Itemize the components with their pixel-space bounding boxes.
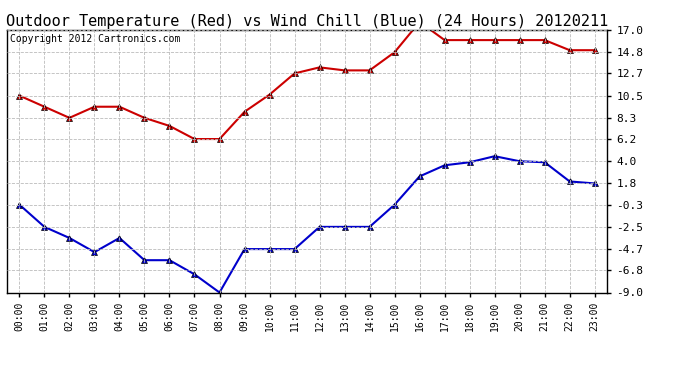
Text: Copyright 2012 Cartronics.com: Copyright 2012 Cartronics.com — [10, 34, 180, 44]
Title: Outdoor Temperature (Red) vs Wind Chill (Blue) (24 Hours) 20120211: Outdoor Temperature (Red) vs Wind Chill … — [6, 14, 608, 29]
